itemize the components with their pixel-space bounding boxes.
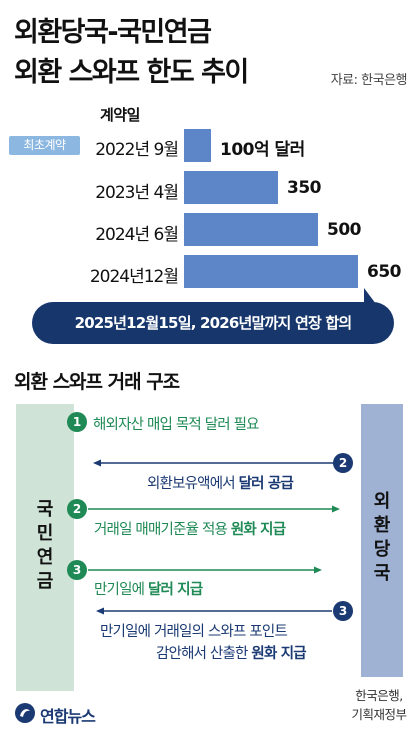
title-line2: 외환 스와프 한도 추이 bbox=[14, 57, 249, 88]
arrow-dollar-return bbox=[88, 566, 322, 574]
category-label: 2023년 4월 bbox=[95, 183, 179, 203]
right-party-column bbox=[361, 404, 403, 677]
step-number-badge: 2 bbox=[333, 453, 353, 473]
category-label: 2024년 6월 bbox=[95, 225, 179, 245]
step-text-bold: 원화 지급 bbox=[251, 646, 306, 662]
right-party-char: 국 bbox=[373, 563, 391, 584]
step-text: 해외자산 매입 목적 달러 필요 bbox=[93, 417, 260, 433]
step-text-plain: 감안해서 산출한 bbox=[156, 646, 252, 662]
step-text-bold: 달러 공급 bbox=[238, 476, 294, 492]
value-label: 650 bbox=[367, 262, 402, 282]
step-text: 감안해서 산출한 원화 지급 bbox=[156, 642, 307, 663]
arrow-dollar-supply bbox=[93, 459, 340, 467]
step-text: 거래일 매매기준율 적용 원화 지급 bbox=[94, 518, 286, 539]
left-party-label: 국 민 연 금 bbox=[16, 498, 74, 594]
category-label: 2022년 9월 bbox=[95, 140, 179, 160]
column-header: 계약일 bbox=[100, 106, 140, 124]
brand-name: 연합뉴스 bbox=[40, 707, 96, 726]
value-label: 350 bbox=[287, 178, 322, 198]
left-party-char: 금 bbox=[36, 571, 54, 592]
step-text-plain: 거래일 매매기준율 적용 bbox=[94, 522, 231, 538]
bar bbox=[184, 171, 278, 204]
right-party-char: 환 bbox=[373, 515, 391, 536]
value-label: 100억 달러 bbox=[220, 140, 305, 160]
left-party-char: 민 bbox=[36, 523, 54, 544]
left-party-column bbox=[16, 404, 74, 691]
value-label: 500 bbox=[327, 220, 362, 240]
structure-source: 한국은행, 기획재정부 bbox=[340, 686, 418, 724]
bar bbox=[184, 129, 211, 162]
step-number-badge: 2 bbox=[67, 499, 87, 519]
step-text: 만기일에 거래일의 스와프 포인트 bbox=[100, 624, 288, 640]
step-text: 외환보유액에서 달러 공급 bbox=[147, 472, 294, 493]
note-pointer bbox=[364, 288, 376, 304]
structure-source-line: 기획재정부 bbox=[351, 707, 407, 722]
source-label: 자료: 한국은행 bbox=[330, 73, 408, 88]
arrow-won-return bbox=[96, 607, 332, 615]
structure-source-line: 한국은행, bbox=[355, 688, 403, 703]
left-party-char: 연 bbox=[36, 547, 54, 568]
right-party-label: 외 환 당 국 bbox=[361, 490, 403, 586]
category-label: 2024년12월 bbox=[89, 267, 179, 287]
structure-title: 외환 스와프 거래 구조 bbox=[14, 371, 180, 393]
right-party-char: 당 bbox=[373, 539, 391, 560]
step-text-bold: 원화 지급 bbox=[230, 522, 286, 538]
step-number-badge: 3 bbox=[67, 560, 87, 580]
step-text-plain: 만기일에 bbox=[94, 582, 148, 598]
step-text-bold: 달러 지급 bbox=[147, 582, 203, 598]
step-number-badge: 1 bbox=[67, 412, 87, 432]
arrow-won-payment bbox=[88, 505, 340, 513]
right-party-char: 외 bbox=[373, 491, 391, 512]
step-number-badge: 3 bbox=[333, 601, 353, 621]
yonhap-logo-icon bbox=[15, 703, 35, 723]
bar bbox=[184, 213, 318, 246]
title-line1: 외환당국-국민연금 bbox=[14, 17, 212, 48]
first-contract-badge: 최초계약 bbox=[9, 136, 80, 155]
bar bbox=[184, 255, 358, 288]
left-party-char: 국 bbox=[36, 499, 54, 520]
extension-note: 2025년12월15일, 2026년말까지 연장 합의 bbox=[32, 302, 394, 344]
step-text: 만기일에 달러 지급 bbox=[94, 578, 203, 599]
step-text-plain: 외환보유액에서 bbox=[147, 476, 239, 492]
